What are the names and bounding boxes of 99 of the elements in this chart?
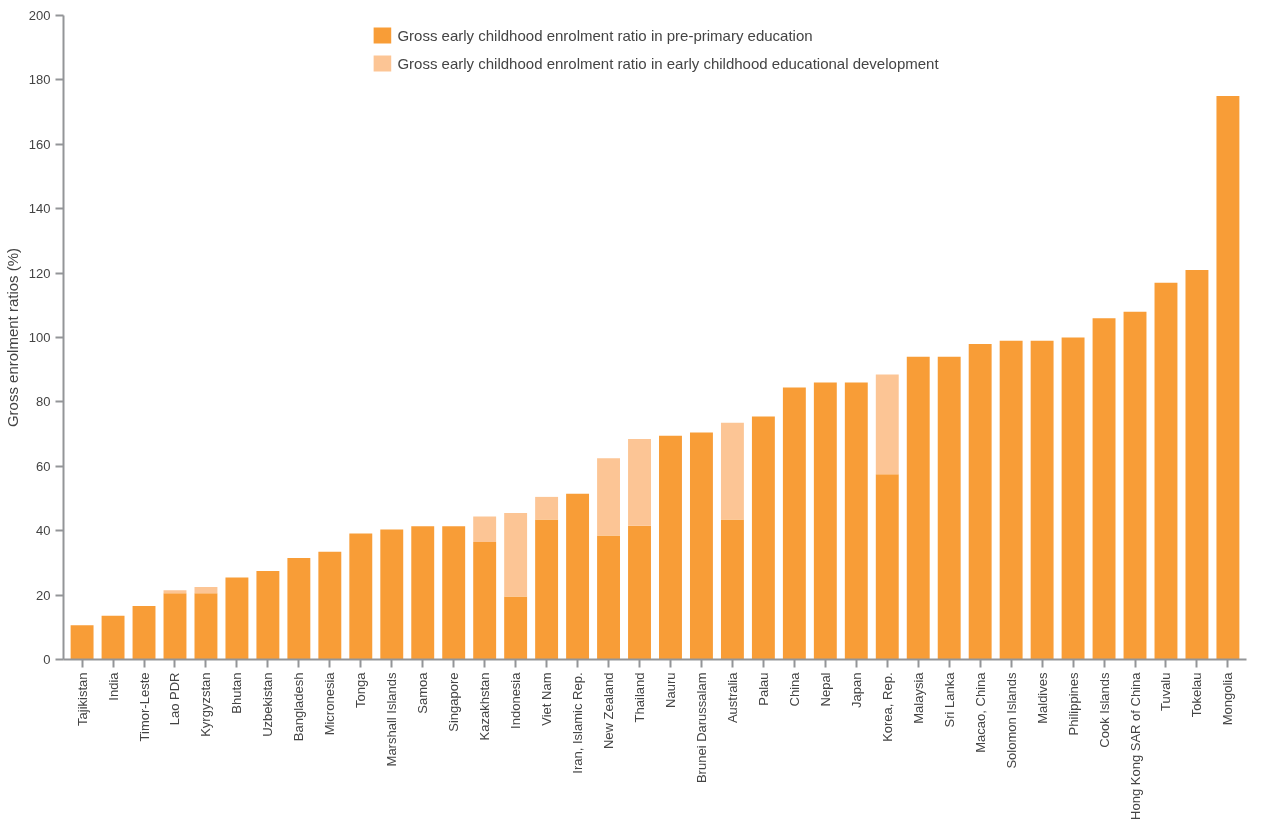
bar [875, 474, 899, 660]
bar [194, 587, 218, 594]
bar [968, 343, 992, 660]
x-tick-label: Sri Lanka [941, 671, 957, 728]
bar [163, 590, 187, 594]
x-tick-label: Tonga [353, 671, 369, 708]
bar [1123, 311, 1147, 660]
x-tick-label: New Zealand [601, 672, 617, 750]
x-tick-label: Indonesia [508, 671, 524, 729]
y-tick-label: 140 [28, 201, 51, 217]
bar [318, 551, 342, 660]
bar [597, 535, 621, 660]
bar [720, 422, 744, 520]
bar [1216, 96, 1240, 660]
x-tick-label: China [786, 671, 802, 707]
bar [813, 382, 837, 660]
bar [906, 356, 930, 660]
bar [535, 496, 559, 520]
x-tick-label: India [105, 671, 121, 701]
bar [411, 526, 435, 660]
x-tick-label: Maldives [1034, 672, 1050, 724]
x-tick-label: Uzbekistan [260, 672, 276, 737]
x-tick-label: Philippines [1065, 672, 1081, 736]
y-tick-label: 40 [36, 523, 51, 539]
x-tick-label: Viet Nam [539, 672, 555, 726]
bar [659, 435, 682, 660]
x-tick-label: Malaysia [910, 671, 926, 724]
x-tick-label: Tuvalu [1158, 672, 1174, 712]
bar [504, 596, 528, 660]
bar [566, 493, 590, 660]
x-tick-label: Australia [724, 671, 740, 724]
bar [473, 541, 497, 660]
bar [1092, 318, 1116, 660]
bar [256, 570, 280, 660]
bar [1154, 282, 1178, 660]
x-tick-label: Hong Kong SAR of China [1127, 671, 1143, 820]
x-tick-label: Lao PDR [167, 672, 183, 726]
y-tick-label: 180 [28, 72, 51, 88]
x-tick-label: Nauru [662, 672, 678, 708]
bar [349, 533, 373, 660]
x-tick-label: Thailand [632, 672, 648, 723]
x-tick-label: Samoa [415, 671, 431, 714]
x-tick-label: Marshall Islands [384, 672, 400, 767]
legend-label: Gross early childhood enrolment ratio in pre-primary education [397, 26, 813, 44]
x-tick-label: Nepal [817, 672, 833, 707]
bar [720, 519, 744, 660]
x-tick-label: Palau [755, 672, 771, 706]
bar [442, 526, 466, 660]
x-tick-label: Tajikistan [74, 672, 90, 726]
x-tick-label: Solomon Islands [1003, 672, 1019, 769]
y-tick-label: 120 [28, 265, 51, 281]
bar [535, 519, 559, 660]
x-tick-label: Cook Islands [1096, 672, 1112, 748]
x-tick-label: Kazakhstan [477, 672, 493, 741]
bar [782, 387, 806, 660]
bar [1061, 337, 1085, 660]
bar [163, 593, 187, 660]
x-tick-label: Micronesia [322, 671, 338, 736]
y-tick-label: 100 [28, 330, 51, 345]
x-tick-label: Korea, Rep. [879, 672, 895, 742]
y-tick-label: 80 [36, 394, 51, 410]
bar [225, 577, 249, 660]
bar [132, 606, 156, 660]
x-tick-label: Timor-Leste [136, 672, 152, 742]
y-tick-label: 200 [28, 8, 51, 23]
bar [999, 340, 1023, 660]
x-tick-label: Mongolia [1220, 671, 1236, 726]
bar [504, 512, 528, 597]
bar [101, 615, 125, 660]
bar [751, 416, 775, 660]
x-tick-label: Tokelau [1189, 672, 1205, 718]
bar [937, 356, 961, 660]
y-tick-label: 20 [36, 587, 51, 603]
y-tick-label: 60 [36, 458, 51, 474]
x-tick-label: Macao, China [972, 671, 988, 753]
bar [380, 529, 404, 660]
bar [194, 593, 218, 660]
x-tick-label: Bhutan [229, 672, 245, 714]
y-axis-title: Gross enrolment ratios (%) [3, 247, 21, 428]
x-tick-label: Brunei Darussalam [693, 672, 709, 784]
bar [689, 432, 713, 660]
bar [473, 516, 497, 542]
y-tick-label: 0 [43, 652, 51, 667]
bar [1185, 269, 1209, 660]
bar [628, 525, 651, 660]
x-tick-label: Iran, Islamic Rep. [570, 672, 586, 774]
x-tick-label: Bangladesh [291, 672, 307, 742]
bar [1030, 340, 1054, 660]
bar [844, 382, 868, 660]
x-tick-label: Kyrgyzstan [198, 672, 214, 737]
x-tick-label: Japan [848, 672, 864, 708]
legend-label: Gross early childhood enrolment ratio in early childhood educational development [397, 54, 939, 72]
bar [875, 374, 899, 475]
y-tick-label: 160 [28, 136, 51, 152]
bar [628, 438, 651, 526]
bar [597, 458, 621, 536]
bar [287, 558, 311, 660]
bar [70, 625, 94, 660]
x-tick-label: Singapore [446, 672, 462, 732]
